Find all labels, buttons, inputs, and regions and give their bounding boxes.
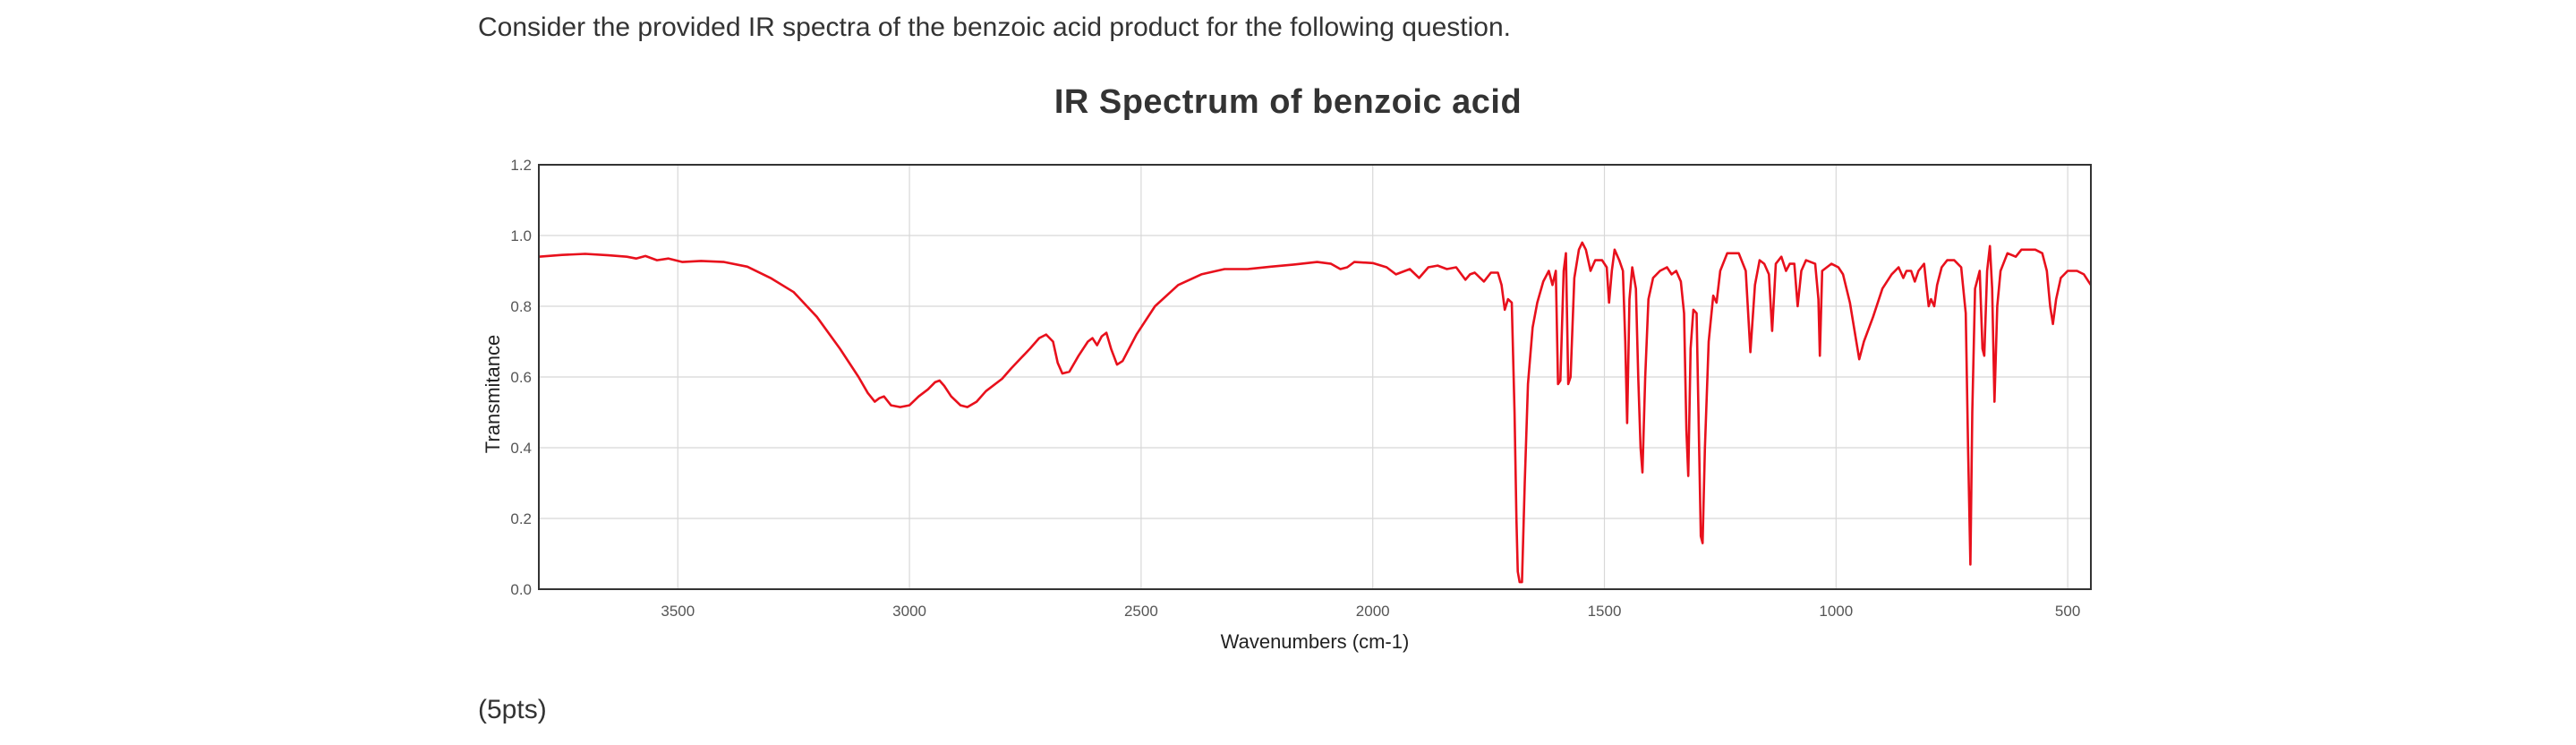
chart-title: IR Spectrum of benzoic acid bbox=[1054, 83, 1522, 121]
points-value: (5pts) bbox=[478, 695, 547, 724]
x-tick-label: 3500 bbox=[661, 603, 695, 620]
y-tick-label: 0.0 bbox=[510, 581, 532, 598]
question-prompt: Consider the provided IR spectra of the … bbox=[478, 13, 1512, 42]
x-tick-label: 1000 bbox=[1819, 603, 1853, 620]
y-axis-label: Transmitance bbox=[482, 335, 504, 453]
y-tick-label: 0.2 bbox=[510, 510, 532, 527]
x-tick-label: 2000 bbox=[1356, 603, 1390, 620]
x-axis-label: Wavenumbers (cm-1) bbox=[1221, 630, 1410, 653]
y-tick-label: 0.6 bbox=[510, 369, 532, 386]
y-tick-label: 0.4 bbox=[510, 440, 532, 457]
x-tick-label: 1500 bbox=[1588, 603, 1622, 620]
y-tick-label: 1.2 bbox=[510, 157, 532, 174]
transmittance-series-line bbox=[538, 241, 2093, 584]
chart-grid bbox=[539, 164, 2091, 590]
x-axis-ticks: 3500 3000 2500 2000 1500 1000 500 bbox=[661, 603, 2080, 620]
x-tick-label: 3000 bbox=[892, 603, 926, 620]
plot-frame bbox=[538, 164, 2092, 590]
y-tick-label: 0.8 bbox=[510, 298, 532, 315]
x-tick-label: 500 bbox=[2055, 603, 2080, 620]
y-tick-label: 1.0 bbox=[510, 227, 532, 244]
y-axis-ticks: 0.0 0.2 0.4 0.6 0.8 1.0 1.2 bbox=[510, 157, 532, 598]
x-tick-label: 2500 bbox=[1124, 603, 1158, 620]
ir-spectrum-chart: IR Spectrum of benzoic acid 0.0 0.2 0.4 0.6… bbox=[482, 83, 2093, 653]
